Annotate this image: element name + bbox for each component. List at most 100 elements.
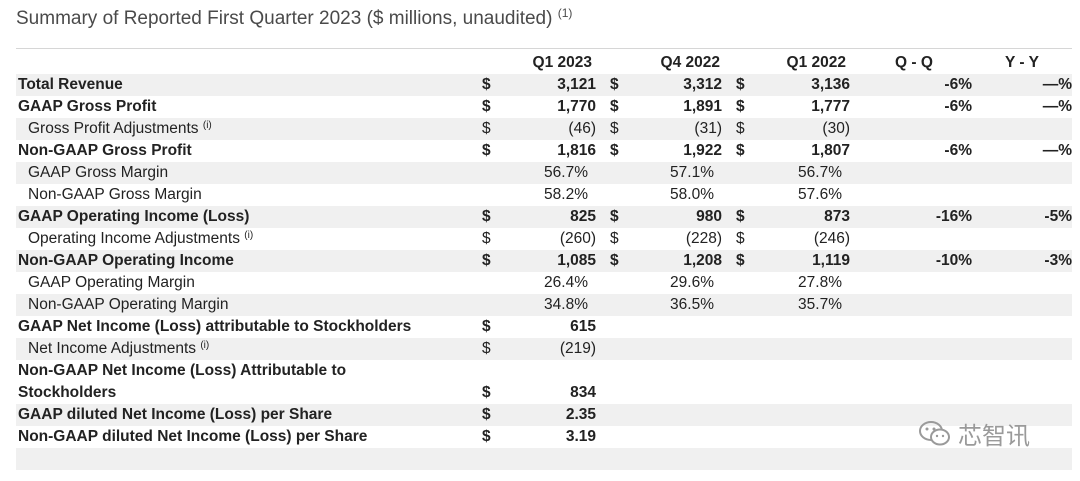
table-footer-band [16,448,1072,470]
cell-dollar: $ [474,228,496,250]
cell-dollar-text: $ [610,142,619,159]
row-label: GAAP Gross Profit [16,96,474,118]
cell-q1-2023-text: 1,816 [557,142,596,159]
cell-q1-2022: 1,119 [750,250,856,272]
cell-q1-2022 [750,338,856,360]
cell-q4-2022: 29.6% [624,272,728,294]
row-label: GAAP Net Income (Loss) attributable to S… [16,316,474,338]
row-label: Non-GAAP diluted Net Income (Loss) per S… [16,426,474,448]
cell-y-y-text: —% [1042,76,1072,93]
row-label: Gross Profit Adjustments (i) [16,118,474,140]
row-label-text: GAAP Gross Margin [28,164,169,181]
table-row: Non-GAAP Operating Margin 34.8% 36.5% 35.7% [16,294,1072,316]
financial-summary-table: Q1 2023 Q4 2022 Q1 2022 Q - Q Y - Y Tota… [16,52,1072,448]
cell-y-y: —% [972,96,1072,118]
cell-dollar [474,360,496,382]
cell-q1-2022-text: (246) [813,230,850,247]
cell-q1-2022-text: 35.7% [798,296,842,313]
row-label-text: Non-GAAP Operating Margin [28,296,229,313]
row-label-text: Non-GAAP Gross Profit [18,142,192,159]
cell-q1-2023: (219) [496,338,602,360]
cell-q1-2023: 615 [496,316,602,338]
cell-q-q: -6% [856,96,972,118]
cell-q4-2022: 57.1% [624,162,728,184]
cell-q1-2023: 26.4% [496,272,602,294]
cell-q1-2023-text: 26.4% [544,274,588,291]
cell-q1-2023-text: 34.8% [544,296,588,313]
cell-q1-2023-text: 834 [570,384,596,401]
cell-q-q [856,162,972,184]
cell-q1-2023: 58.2% [496,184,602,206]
cell-q4-2022-text: 58.0% [670,186,714,203]
cell-dollar: $ [728,228,750,250]
row-label-text: GAAP Operating Margin [28,274,195,291]
cell-dollar: $ [474,250,496,272]
row-label-text: Net Income Adjustments [28,340,196,357]
cell-dollar-text: $ [610,98,619,115]
cell-q-q [856,294,972,316]
cell-q4-2022-text: (31) [694,120,722,137]
cell-q1-2022: (30) [750,118,856,140]
cell-dollar-text: $ [482,230,491,247]
cell-q4-2022: 1,208 [624,250,728,272]
cell-q1-2022: 27.8% [750,272,856,294]
cell-y-y: -5% [972,206,1072,228]
cell-q1-2022 [750,382,856,404]
cell-dollar: $ [474,140,496,162]
cell-dollar-text: $ [482,142,491,159]
cell-dollar-text: $ [482,406,491,423]
cell-dollar [728,162,750,184]
row-label-text: Non-GAAP Gross Margin [28,186,202,203]
cell-q4-2022-text: 1,891 [683,98,722,115]
cell-q1-2022-text: 3,136 [811,76,850,93]
cell-q4-2022-text: 1,208 [683,252,722,269]
cell-q-q: -6% [856,74,972,96]
cell-dollar: $ [474,382,496,404]
row-label: Operating Income Adjustments (i) [16,228,474,250]
table-row: Non-GAAP diluted Net Income (Loss) per S… [16,426,1072,448]
cell-dollar: $ [728,206,750,228]
row-label: GAAP Gross Margin [16,162,474,184]
cell-dollar [602,272,624,294]
cell-y-y [972,404,1072,426]
cell-q4-2022-text: 3,312 [683,76,722,93]
cell-q-q [856,404,972,426]
cell-q-q-text: -6% [944,76,972,93]
cell-q4-2022 [624,338,728,360]
col-header-label [16,52,474,74]
table-row: Non-GAAP Gross Margin 58.2% 58.0% 57.6% [16,184,1072,206]
row-label: Non-GAAP Net Income (Loss) Attributable … [16,360,474,382]
cell-q4-2022: 980 [624,206,728,228]
cell-q-q [856,184,972,206]
watermark: 芯智讯 [918,416,1030,451]
cell-dollar-text: $ [482,76,491,93]
row-label-text: Non-GAAP diluted Net Income (Loss) per S… [18,428,368,445]
cell-dollar: $ [728,118,750,140]
cell-q4-2022-text: 57.1% [670,164,714,181]
cell-q-q-text: -6% [944,142,972,159]
cell-dollar: $ [474,206,496,228]
col-header-sym2 [602,52,624,74]
table-row: Stockholders $834 [16,382,1072,404]
cell-dollar-text: $ [482,120,491,137]
cell-dollar [728,382,750,404]
row-label: GAAP Operating Income (Loss) [16,206,474,228]
cell-dollar [602,360,624,382]
cell-y-y [972,228,1072,250]
cell-q1-2023: 56.7% [496,162,602,184]
cell-dollar-text: $ [736,208,745,225]
row-label-text: Non-GAAP Net Income (Loss) Attributable … [18,362,347,379]
cell-q-q-text: -10% [935,252,972,269]
cell-q4-2022 [624,382,728,404]
cell-q1-2023-text: 56.7% [544,164,588,181]
cell-dollar [602,426,624,448]
cell-dollar: $ [602,140,624,162]
cell-q1-2023-text: 3,121 [557,76,596,93]
cell-q1-2022 [750,426,856,448]
row-label: Non-GAAP Gross Margin [16,184,474,206]
title-footnote: (1) [557,6,573,20]
cell-q1-2022 [750,360,856,382]
table-row: GAAP Operating Income (Loss) $825 $980 $873… [16,206,1072,228]
cell-q1-2023: 825 [496,206,602,228]
cell-dollar: $ [728,74,750,96]
